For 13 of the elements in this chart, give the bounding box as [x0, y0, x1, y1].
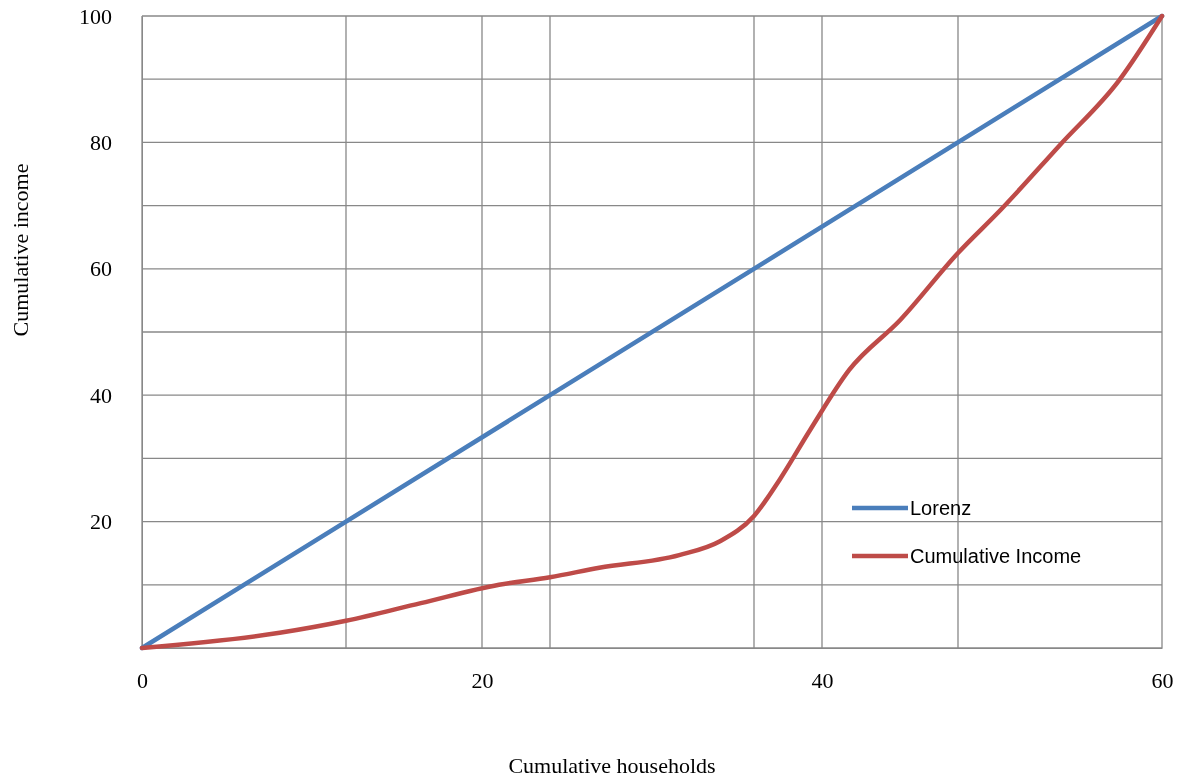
- x-tick-label: 0: [137, 667, 148, 693]
- x-tick-label: 40: [811, 667, 834, 693]
- x-axis-title: Cumulative households: [508, 753, 716, 778]
- y-axis-title: Cumulative income: [8, 163, 33, 337]
- y-tick-label: 20: [90, 509, 112, 535]
- legend-label: Cumulative Income: [910, 545, 1082, 567]
- y-tick-label: 80: [90, 129, 112, 155]
- y-tick-label: 100: [79, 3, 112, 29]
- y-tick-label: 40: [90, 382, 112, 408]
- x-tick-label: 60: [1151, 667, 1174, 693]
- legend-label: Lorenz: [910, 497, 972, 519]
- x-tick-label: 20: [471, 667, 494, 693]
- y-tick-label: 60: [90, 256, 112, 282]
